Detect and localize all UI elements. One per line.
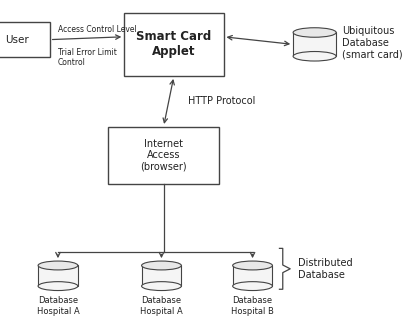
Text: Ubiquitous
Database
(smart card): Ubiquitous Database (smart card) xyxy=(342,26,402,59)
Text: Database
Hospital A: Database Hospital A xyxy=(140,296,183,316)
Text: User: User xyxy=(5,35,28,45)
FancyBboxPatch shape xyxy=(292,33,335,56)
Text: Internet
Access
(browser): Internet Access (browser) xyxy=(140,139,186,172)
Text: Database
Hospital A: Database Hospital A xyxy=(36,296,79,316)
Text: Smart Card
Applet: Smart Card Applet xyxy=(136,30,211,58)
FancyBboxPatch shape xyxy=(38,266,78,286)
FancyBboxPatch shape xyxy=(107,127,219,184)
Text: HTTP Protocol: HTTP Protocol xyxy=(188,96,255,107)
FancyBboxPatch shape xyxy=(124,13,223,76)
Ellipse shape xyxy=(232,281,272,290)
Ellipse shape xyxy=(232,261,272,270)
Ellipse shape xyxy=(292,51,335,61)
Text: Distributed
Database: Distributed Database xyxy=(297,258,351,280)
Text: Access Control Level: Access Control Level xyxy=(58,25,136,34)
Ellipse shape xyxy=(292,28,335,37)
Ellipse shape xyxy=(141,281,181,290)
FancyBboxPatch shape xyxy=(141,266,181,286)
Ellipse shape xyxy=(38,281,78,290)
FancyBboxPatch shape xyxy=(232,266,272,286)
Ellipse shape xyxy=(141,261,181,270)
FancyBboxPatch shape xyxy=(0,22,50,57)
Ellipse shape xyxy=(38,261,78,270)
Text: Database
Hospital B: Database Hospital B xyxy=(230,296,273,316)
Text: Trial Error Limit
Control: Trial Error Limit Control xyxy=(58,48,116,67)
